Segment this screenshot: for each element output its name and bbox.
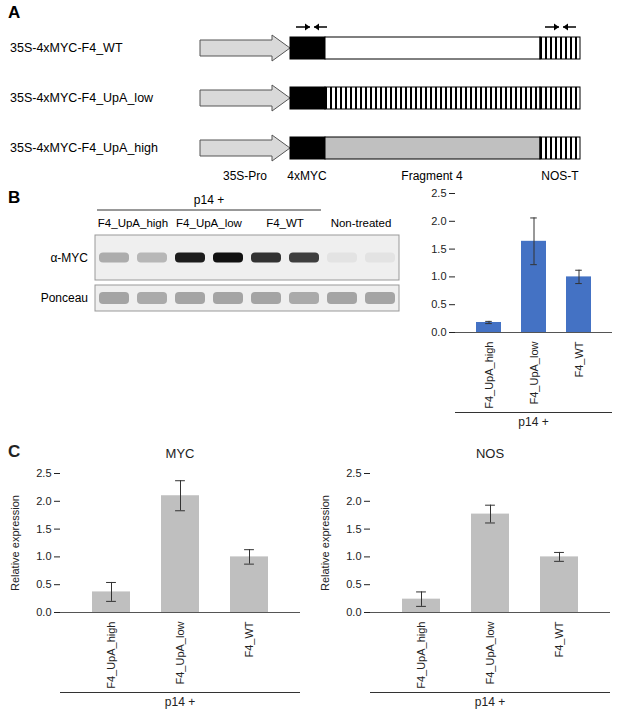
svg-text:F4_UpA_high: F4_UpA_high bbox=[98, 217, 168, 229]
svg-text:1.5: 1.5 bbox=[36, 523, 51, 535]
svg-text:α-MYC: α-MYC bbox=[50, 251, 88, 265]
svg-text:F4_UpA_high: F4_UpA_high bbox=[105, 622, 117, 689]
svg-text:35S-4xMYC-F4_WT: 35S-4xMYC-F4_WT bbox=[10, 41, 123, 55]
svg-text:B: B bbox=[8, 188, 20, 207]
svg-text:F4_UpA_low: F4_UpA_low bbox=[174, 621, 186, 684]
svg-text:F4_UpA_high: F4_UpA_high bbox=[415, 622, 427, 689]
svg-text:0.0: 0.0 bbox=[36, 606, 51, 618]
html-text:p14 +: p14 + bbox=[164, 695, 196, 709]
svg-text:0.0: 0.0 bbox=[431, 326, 446, 338]
svg-text:F4_UpA_low: F4_UpA_low bbox=[528, 341, 540, 404]
svg-text:0.5: 0.5 bbox=[36, 578, 51, 590]
svg-text:Relative expression: Relative expression bbox=[9, 495, 21, 591]
svg-text:F4_WT: F4_WT bbox=[573, 341, 585, 377]
svg-text:0.5: 0.5 bbox=[431, 298, 446, 310]
svg-text:2.5: 2.5 bbox=[36, 467, 51, 479]
svg-text:1.5: 1.5 bbox=[346, 523, 361, 535]
svg-text:F4_UpA_low: F4_UpA_low bbox=[484, 621, 496, 684]
svg-text:2.0: 2.0 bbox=[346, 495, 361, 507]
svg-text:F4_UpA_low: F4_UpA_low bbox=[176, 217, 243, 229]
html-text:NOS: NOS bbox=[475, 446, 505, 461]
svg-text:Fragment 4: Fragment 4 bbox=[401, 169, 463, 183]
svg-text:A: A bbox=[8, 3, 20, 22]
html-text:C: C bbox=[8, 442, 21, 461]
svg-text:2.0: 2.0 bbox=[36, 495, 51, 507]
svg-text:0.5: 0.5 bbox=[346, 578, 361, 590]
svg-text:35S-4xMYC-F4_UpA_low: 35S-4xMYC-F4_UpA_low bbox=[10, 91, 154, 105]
svg-text:4xMYC: 4xMYC bbox=[287, 169, 327, 183]
svg-text:1.5: 1.5 bbox=[431, 243, 446, 255]
svg-text:F4_WT: F4_WT bbox=[266, 217, 304, 229]
svg-text:2.5: 2.5 bbox=[346, 467, 361, 479]
svg-text:35S-Pro: 35S-Pro bbox=[223, 169, 267, 183]
svg-text:1.0: 1.0 bbox=[346, 550, 361, 562]
svg-text:1.0: 1.0 bbox=[36, 550, 51, 562]
svg-text:F4_WT: F4_WT bbox=[553, 621, 565, 657]
svg-text:0.0: 0.0 bbox=[346, 606, 361, 618]
svg-text:2.5: 2.5 bbox=[431, 187, 446, 199]
svg-text:F4_WT: F4_WT bbox=[243, 621, 255, 657]
svg-text:35S-4xMYC-F4_UpA_high: 35S-4xMYC-F4_UpA_high bbox=[10, 141, 158, 155]
html-text:MYC: MYC bbox=[165, 446, 195, 461]
svg-text:Relative expression: Relative expression bbox=[319, 495, 331, 591]
svg-text:1.0: 1.0 bbox=[431, 270, 446, 282]
html-text:p14 +: p14 + bbox=[518, 415, 549, 429]
svg-text:p14 +: p14 + bbox=[194, 193, 224, 207]
svg-text:F4_UpA_high: F4_UpA_high bbox=[483, 342, 495, 409]
svg-text:Ponceau: Ponceau bbox=[41, 291, 88, 305]
svg-text:Non-treated: Non-treated bbox=[331, 217, 392, 229]
html-text:p14 +: p14 + bbox=[474, 695, 506, 709]
svg-text:2.0: 2.0 bbox=[431, 215, 446, 227]
svg-text:NOS-T: NOS-T bbox=[541, 169, 579, 183]
